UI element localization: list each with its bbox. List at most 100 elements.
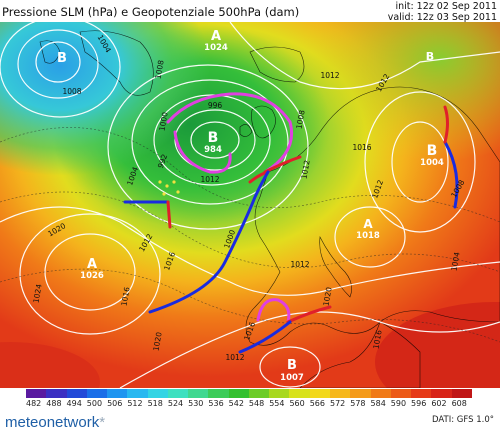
legend-value: 482: [26, 399, 42, 408]
legend-swatch: [228, 389, 249, 398]
svg-text:1012: 1012: [320, 71, 339, 80]
center-a-1024-value: 1024: [204, 43, 228, 53]
med-occlusion: [256, 298, 291, 324]
svg-text:1008: 1008: [62, 87, 81, 96]
legend-swatch: [289, 389, 310, 398]
svg-text:1012: 1012: [290, 260, 309, 269]
center-b-1007: B: [287, 358, 297, 373]
legend-swatch: [309, 389, 330, 398]
color-scale-bar: [26, 389, 472, 398]
legend-value: 590: [390, 399, 407, 408]
legend-value: 584: [370, 399, 386, 408]
legend-swatch: [107, 389, 128, 398]
map-header: Pressione SLM (hPa) e Geopotenziale 500h…: [0, 0, 500, 23]
legend-swatch: [46, 389, 67, 398]
legend-value: 488: [46, 399, 62, 408]
data-source: DATI: GFS 1.0°: [431, 415, 494, 425]
drizzle-dots: [158, 180, 180, 196]
legend-swatch: [431, 389, 452, 398]
weather-fronts: [123, 92, 459, 354]
legend-value: 530: [188, 399, 204, 408]
legend-swatch: [188, 389, 209, 398]
svg-text:1008: 1008: [294, 109, 306, 130]
meteonetwork-logo: meteonetwork*: [5, 414, 105, 431]
legend-value: 536: [208, 399, 224, 408]
legend-swatch: [390, 389, 412, 398]
center-b-1004-value: 1004: [420, 158, 444, 168]
occlusion-front: [166, 92, 294, 174]
legend-swatch: [66, 389, 87, 398]
center-a-1024: A: [211, 29, 221, 44]
legend-value: 554: [269, 399, 285, 408]
legend-swatch: [248, 389, 270, 398]
legend-value: 560: [289, 399, 305, 408]
svg-text:1004: 1004: [449, 251, 461, 272]
legend-swatch: [167, 389, 189, 398]
run-info: init: 12z 02 Sep 2011 valid: 12z 03 Sep …: [388, 1, 497, 23]
legend-swatch: [269, 389, 290, 398]
med-cold-front: [238, 320, 292, 354]
legend-value: 518: [147, 399, 163, 408]
svg-text:1000: 1000: [157, 111, 169, 132]
legend-value: 542: [228, 399, 244, 408]
legend-swatch: [350, 389, 371, 398]
legend-value: 506: [107, 399, 123, 408]
legend-swatch: [411, 389, 432, 398]
warm-front-west: [166, 200, 172, 229]
center-b-1007-value: 1007: [280, 373, 304, 383]
svg-text:1020: 1020: [321, 286, 333, 307]
legend-value: 500: [86, 399, 103, 408]
color-scale-ticks: 482 488 494 500 506 512 518 524 530 536 542 548 554 5…: [26, 399, 472, 408]
legend-value: 548: [248, 399, 265, 408]
svg-text:1008: 1008: [153, 59, 165, 80]
svg-text:1012: 1012: [299, 159, 311, 180]
center-b-984: B: [208, 130, 219, 146]
logo-text: meteonetwork: [5, 414, 100, 431]
svg-text:1020: 1020: [151, 331, 163, 352]
pressure-centers: A 1024 B 984 A 1026 B 1004 A 1018 B 1007…: [57, 29, 444, 383]
center-b-nw: B: [57, 51, 67, 66]
svg-text:1012: 1012: [225, 353, 244, 362]
center-a-1018: A: [363, 217, 373, 231]
cold-front: [148, 170, 270, 314]
legend-swatch: [86, 389, 108, 398]
med-warm-front: [286, 305, 332, 324]
legend-swatch: [370, 389, 391, 398]
color-scale-legend: 482 488 494 500 506 512 518 524 530 536 542 548 554 5…: [26, 389, 472, 413]
geopotential-contours: [0, 127, 500, 343]
coastlines: [39, 30, 500, 388]
legend-value: 524: [167, 399, 184, 408]
init-time: init: 12z 02 Sep 2011: [395, 1, 497, 12]
legend-swatch: [26, 389, 47, 398]
center-b-984-value: 984: [204, 145, 222, 155]
legend-swatch: [329, 389, 351, 398]
legend-value: 572: [329, 399, 346, 408]
svg-text:1016: 1016: [371, 329, 383, 350]
legend-swatch: [208, 389, 229, 398]
cold-front-east: [443, 140, 459, 209]
svg-text:1016: 1016: [352, 143, 371, 152]
logo-mark: *: [99, 414, 106, 431]
legend-swatch: [127, 389, 148, 398]
legend-value: 602: [431, 399, 447, 408]
isobars: [0, 22, 500, 388]
legend-value: 578: [350, 399, 366, 408]
center-a-1018-value: 1018: [356, 231, 380, 241]
legend-value: 566: [309, 399, 325, 408]
svg-text:1012: 1012: [200, 175, 219, 184]
warm-front: [263, 155, 302, 174]
occlusion-spiral: [173, 130, 232, 174]
legend-swatch: [451, 389, 472, 398]
isobar-labels: 1004 1008 1012 996 992 1000 1004 1008 10…: [31, 33, 466, 362]
center-a-1026-value: 1026: [80, 271, 104, 281]
warm-front-east: [443, 105, 449, 144]
svg-text:1024: 1024: [31, 283, 43, 304]
svg-text:996: 996: [208, 101, 223, 110]
legend-value: 494: [66, 399, 82, 408]
svg-text:1016: 1016: [119, 286, 131, 307]
legend-value: 596: [411, 399, 427, 408]
center-b-ne: B: [426, 50, 434, 63]
legend-swatch: [147, 389, 168, 398]
center-b-1004: B: [427, 143, 438, 159]
map-title: Pressione SLM (hPa) e Geopotenziale 500h…: [2, 5, 300, 19]
